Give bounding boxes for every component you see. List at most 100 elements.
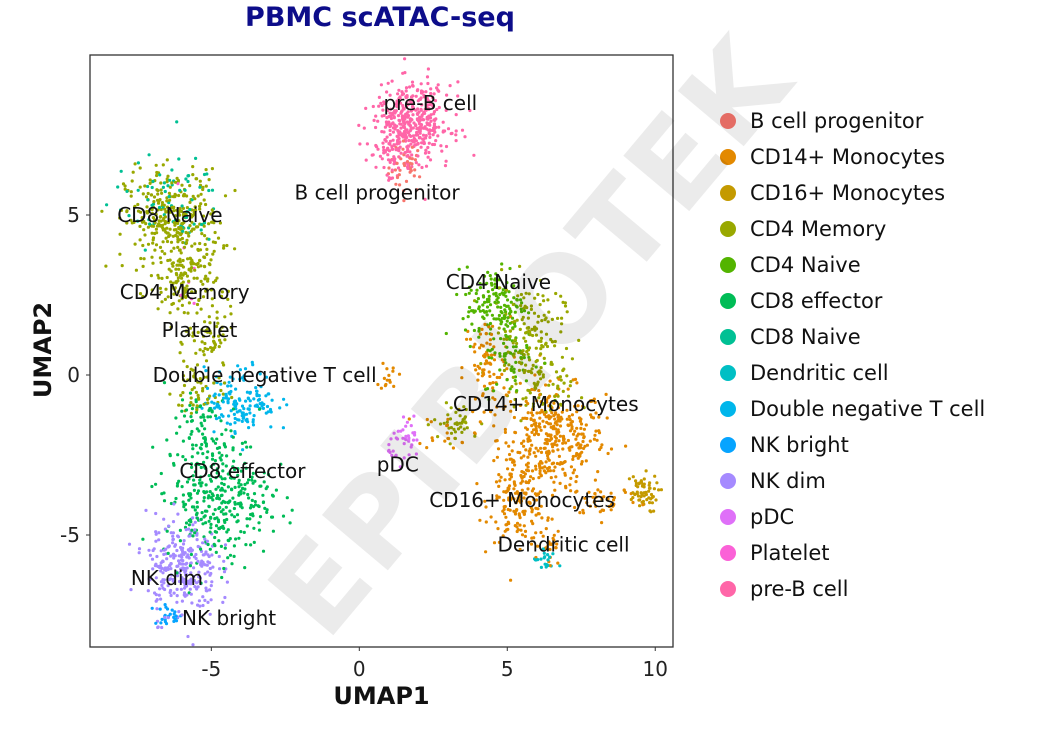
- data-point: [170, 181, 174, 185]
- data-point: [537, 476, 541, 480]
- data-point: [233, 247, 237, 251]
- data-point: [190, 528, 194, 532]
- data-point: [529, 417, 533, 421]
- data-point: [175, 571, 179, 575]
- data-point: [178, 207, 182, 211]
- data-point: [529, 542, 534, 546]
- data-point: [539, 339, 543, 343]
- data-point: [202, 375, 206, 379]
- data-point: [160, 223, 165, 227]
- x-axis-label: UMAP1: [333, 682, 430, 710]
- data-point: [420, 113, 424, 117]
- data-point: [183, 188, 187, 192]
- data-point: [249, 543, 253, 547]
- data-point: [507, 521, 511, 526]
- data-point: [189, 267, 193, 271]
- data-point: [179, 393, 183, 397]
- data-point: [285, 403, 289, 407]
- data-point: [171, 538, 175, 542]
- data-point: [507, 498, 511, 502]
- data-point: [207, 315, 211, 319]
- data-point: [419, 89, 424, 93]
- data-point: [514, 360, 518, 364]
- data-point: [245, 517, 249, 521]
- data-point: [202, 499, 206, 503]
- data-point: [576, 404, 580, 408]
- data-point: [455, 422, 459, 427]
- x-tick-label: 0: [353, 657, 366, 681]
- data-point: [510, 496, 514, 500]
- data-point: [505, 345, 509, 349]
- data-point: [448, 417, 453, 421]
- data-point: [552, 442, 557, 446]
- data-point: [203, 436, 207, 441]
- data-point: [525, 416, 529, 421]
- data-point: [206, 347, 210, 351]
- data-point: [553, 488, 557, 492]
- data-point: [554, 370, 559, 374]
- data-point: [195, 511, 199, 515]
- data-point: [405, 105, 409, 109]
- data-point: [212, 394, 216, 398]
- data-point: [478, 332, 482, 336]
- data-point: [159, 471, 163, 476]
- data-point: [433, 99, 438, 103]
- data-point: [182, 539, 186, 543]
- data-point: [467, 291, 471, 295]
- data-point: [195, 302, 200, 307]
- data-point: [156, 625, 160, 630]
- data-point: [155, 173, 159, 178]
- x-tick-label: 10: [643, 657, 668, 681]
- data-point: [150, 208, 154, 212]
- data-point: [508, 387, 512, 391]
- data-point: [449, 431, 454, 435]
- data-point: [600, 496, 604, 500]
- data-point: [203, 320, 207, 324]
- data-point: [188, 403, 192, 407]
- data-point: [404, 179, 409, 183]
- data-point: [182, 193, 186, 197]
- data-point: [186, 257, 190, 261]
- data-point: [654, 498, 658, 502]
- data-point: [569, 489, 573, 493]
- data-point: [189, 462, 194, 466]
- data-point: [631, 500, 635, 505]
- data-point: [426, 67, 430, 71]
- data-point: [539, 336, 544, 340]
- data-point: [479, 362, 483, 366]
- data-point: [396, 114, 401, 118]
- data-point: [186, 378, 190, 382]
- data-point: [423, 125, 427, 129]
- data-point: [418, 175, 422, 179]
- data-point: [217, 334, 221, 338]
- data-point: [485, 387, 490, 391]
- data-point: [591, 495, 595, 499]
- data-point: [473, 434, 477, 438]
- data-point: [180, 204, 184, 208]
- data-point: [659, 488, 664, 492]
- data-point: [405, 135, 409, 140]
- data-point: [437, 125, 441, 129]
- data-point: [214, 524, 219, 528]
- data-point: [387, 166, 391, 170]
- data-point: [533, 325, 537, 329]
- data-point: [441, 120, 445, 124]
- data-point: [419, 145, 423, 149]
- data-point: [176, 290, 180, 294]
- data-point: [170, 168, 174, 172]
- data-point: [533, 373, 537, 377]
- data-point: [185, 593, 189, 597]
- data-point: [241, 411, 245, 415]
- data-point: [186, 179, 190, 184]
- data-point: [531, 408, 535, 412]
- data-point: [454, 129, 458, 133]
- data-point: [528, 447, 532, 451]
- data-point: [418, 117, 422, 121]
- data-point: [552, 480, 556, 484]
- data-point: [460, 420, 465, 424]
- data-point: [385, 116, 389, 120]
- data-point: [189, 552, 193, 557]
- data-point: [515, 525, 519, 529]
- data-point: [189, 213, 193, 217]
- data-point: [534, 446, 538, 450]
